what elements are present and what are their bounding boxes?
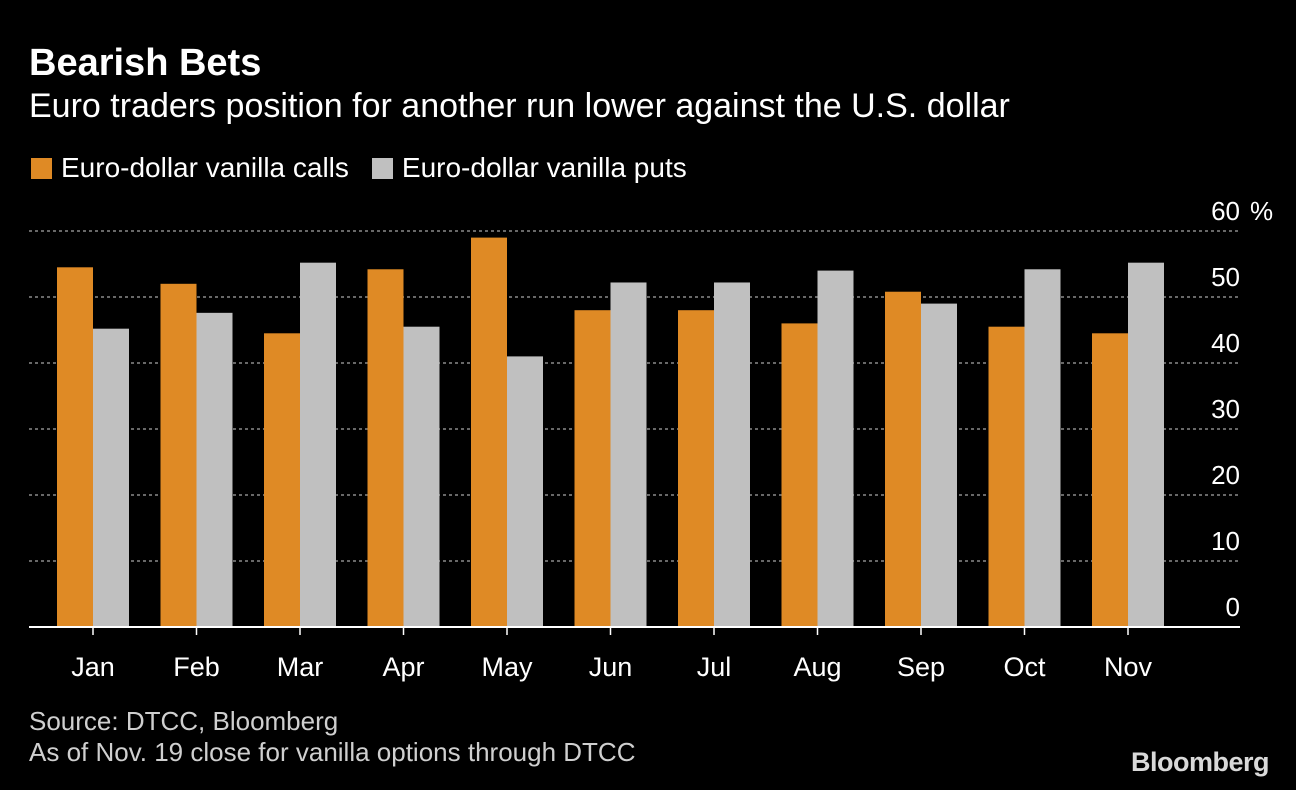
x-tick-label: Aug <box>793 652 841 682</box>
x-tick-label: May <box>481 652 533 682</box>
calls-bar <box>781 323 818 627</box>
legend-label-calls: Euro-dollar vanilla calls <box>61 152 349 183</box>
y-unit-label: % <box>1250 196 1273 226</box>
legend-swatch-puts <box>371 157 393 179</box>
source-line: Source: DTCC, Bloomberg <box>29 706 339 736</box>
calls-bar <box>367 269 404 627</box>
source-footnote: As of Nov. 19 close for vanilla options … <box>29 737 636 767</box>
legend: Euro-dollar vanilla calls Euro-dollar va… <box>31 150 710 186</box>
calls-bar <box>471 237 507 627</box>
chart-subtitle: Euro traders position for another run lo… <box>29 87 1010 125</box>
calls-bar <box>574 310 611 627</box>
source-note: Source: DTCC, Bloomberg As of Nov. 19 cl… <box>29 706 635 768</box>
x-tick-label: Apr <box>382 652 424 682</box>
calls-bar <box>57 267 93 627</box>
puts-bar <box>714 282 750 627</box>
puts-bar <box>507 356 543 627</box>
puts-bar <box>196 312 233 627</box>
legend-item-puts: Euro-dollar vanilla puts <box>371 152 687 184</box>
puts-bar <box>921 303 957 627</box>
y-tick-label: 0 <box>1226 592 1240 622</box>
puts-bar <box>610 282 647 627</box>
y-tick-label: 50 <box>1211 262 1240 292</box>
puts-bar <box>93 328 129 627</box>
calls-bar <box>885 291 921 627</box>
x-tick-label: Jul <box>697 652 732 682</box>
puts-bar <box>1024 269 1061 627</box>
x-tick-label: Mar <box>277 652 324 682</box>
y-tick-label: 20 <box>1211 460 1240 490</box>
chart-title: Bearish Bets <box>29 42 262 84</box>
calls-bar <box>264 333 300 627</box>
y-tick-label: 10 <box>1211 526 1240 556</box>
legend-label-puts: Euro-dollar vanilla puts <box>401 152 687 183</box>
calls-bar <box>1092 333 1128 627</box>
y-tick-label: 60 <box>1211 196 1240 226</box>
x-tick-label: Sep <box>897 652 945 682</box>
calls-bar <box>988 326 1025 627</box>
puts-bar <box>403 326 440 627</box>
legend-item-calls: Euro-dollar vanilla calls <box>31 152 349 184</box>
bloomberg-logo: Bloomberg <box>1130 747 1270 777</box>
x-tick-label: Feb <box>173 652 220 682</box>
y-tick-label: 40 <box>1211 328 1240 358</box>
puts-bar <box>300 262 336 627</box>
puts-bar <box>1128 262 1164 627</box>
calls-bar <box>160 283 197 627</box>
legend-swatch-calls <box>31 157 52 179</box>
x-tick-label: Jun <box>589 652 633 682</box>
x-tick-label: Nov <box>1104 652 1153 682</box>
puts-bar <box>817 270 854 627</box>
x-tick-label: Oct <box>1003 652 1046 682</box>
y-tick-label: 30 <box>1211 394 1240 424</box>
calls-bar <box>678 310 714 627</box>
x-tick-label: Jan <box>71 652 115 682</box>
